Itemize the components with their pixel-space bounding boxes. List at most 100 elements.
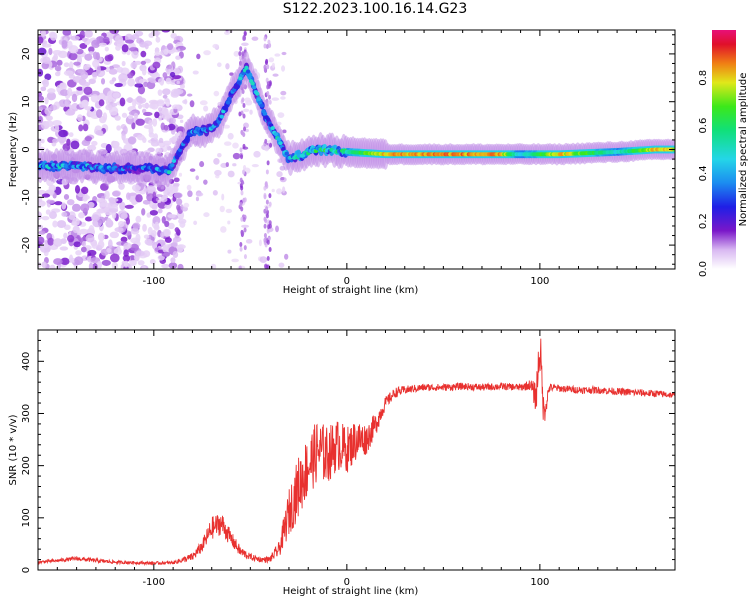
spectrum-noise-blob — [81, 99, 89, 108]
spectrum-ridge-peak — [236, 80, 241, 85]
spectrum-noise-blob — [64, 110, 75, 116]
spectrum-ridge-peak — [273, 132, 279, 137]
spectrum-noise-blob — [71, 93, 78, 103]
spectrum-noise-blob — [135, 233, 141, 242]
spectrum-noise-blob — [272, 73, 279, 77]
spectrum-noise-blob — [239, 202, 243, 208]
spectrum-noise-blob — [127, 78, 135, 87]
spectrum-noise-blob — [149, 79, 158, 84]
spectrum-noise-blob — [78, 228, 89, 235]
spectrum-noise-blob — [82, 196, 88, 202]
spectrum-noise-blob — [90, 94, 99, 103]
spectrum-noise-blob — [85, 234, 95, 243]
spectrum-noise-blob — [263, 232, 267, 238]
spectrum-noise-blob — [63, 224, 71, 231]
snr-y-tick-label: 0 — [21, 567, 32, 573]
spectrum-noise-blob — [178, 172, 183, 177]
spectrum-noise-blob — [238, 51, 242, 57]
spectrum-x-axis-label: Height of straight line (km) — [283, 285, 419, 296]
spectrum-noise-blob — [135, 215, 142, 223]
spectrum-noise-blob — [142, 223, 147, 232]
spectrum-noise-blob — [135, 118, 145, 126]
spectrum-noise-blob — [98, 99, 105, 107]
spectrum-noise-blob — [49, 264, 56, 269]
spectrum-noise-blob — [96, 109, 103, 118]
spectrum-noise-blob — [75, 250, 82, 256]
spectrum-noise-blob — [274, 53, 281, 57]
spectrum-noise-blob — [130, 227, 140, 235]
spectrum-noise-blob — [104, 54, 113, 62]
spectrum-noise-blob — [243, 254, 247, 260]
spectrum-noise-blob — [108, 239, 113, 249]
spectrum-noise-blob — [193, 220, 198, 226]
spectrum-noise-blob — [58, 129, 68, 138]
spectrum-noise-blob — [105, 104, 113, 111]
spectrum-noise-blob — [52, 119, 62, 126]
spectrum-noise-blob — [162, 244, 168, 253]
spectrum-noise-blob — [152, 118, 158, 127]
spectrum-noise-blob — [54, 201, 63, 206]
spectrum-y-tick-label: 20 — [21, 48, 32, 61]
spectrum-noise-blob — [42, 43, 52, 48]
spectrum-noise-blob — [67, 87, 73, 97]
spectrum-noise-blob — [67, 40, 73, 50]
spectrum-noise-blob — [91, 71, 98, 78]
spectrum-noise-blob — [240, 185, 244, 191]
spectrum-noise-blob — [195, 196, 200, 202]
spectrum-noise-blob — [225, 162, 229, 167]
spectrum-noise-blob — [64, 98, 71, 108]
spectrum-ridge-peak — [170, 163, 175, 168]
spectrum-noise-blob — [266, 91, 270, 97]
spectrum-noise-blob — [155, 30, 159, 38]
spectrum-noise-blob — [135, 250, 145, 257]
spectrum-noise-blob — [165, 143, 170, 148]
spectrum-noise-blob — [108, 208, 119, 213]
spectrum-noise-blob — [52, 138, 59, 144]
spectrum-noise-blob — [265, 169, 269, 175]
spectrum-noise-blob — [141, 103, 150, 108]
spectrum-noise-blob — [162, 88, 171, 96]
spectrum-noise-blob — [238, 111, 242, 117]
spectrum-noise-blob — [152, 61, 161, 69]
spectrum-noise-blob — [44, 120, 54, 127]
snr-y-tick-label: 300 — [21, 404, 32, 423]
spectrum-noise-blob — [170, 257, 176, 264]
spectrum-noise-blob — [212, 43, 219, 49]
spectrum-noise-blob — [168, 262, 178, 269]
spectrum-noise-blob — [162, 72, 168, 79]
spectrum-noise-blob — [153, 133, 159, 140]
spectrum-noise-blob — [268, 57, 275, 63]
spectrum-noise-blob — [78, 124, 84, 132]
spectrum-noise-blob — [164, 97, 170, 104]
spectrum-noise-blob — [243, 126, 247, 132]
spectrum-noise-blob — [157, 78, 165, 85]
spectrum-noise-blob — [84, 135, 93, 142]
spectrum-noise-blob — [109, 231, 120, 239]
spectrum-noise-blob — [108, 68, 118, 75]
spectrum-noise-blob — [239, 147, 243, 153]
spectrum-noise-blob — [104, 190, 110, 200]
spectrum-noise-blob — [137, 97, 147, 104]
snr-x-tick-label: 0 — [344, 577, 350, 588]
spectrum-noise-blob — [214, 169, 222, 176]
spectrum-noise-blob — [134, 83, 144, 88]
spectrum-noise-blob — [120, 212, 128, 220]
spectrum-noise-blob — [240, 130, 244, 136]
spectrum-noise-blob — [68, 52, 78, 61]
spectrum-noise-blob — [223, 141, 232, 146]
colorbar-tick-label: 0.0 — [698, 261, 709, 277]
spectrum-noise-blob — [122, 125, 128, 135]
spectrum-noise-blob — [131, 49, 139, 59]
spectrum-noise-blob — [124, 204, 134, 209]
spectrum-noise-blob — [131, 184, 141, 192]
spectrum-noise-blob — [108, 197, 115, 203]
colorbar-tick-label: 0.4 — [698, 165, 709, 181]
spectrum-noise-blob — [113, 247, 122, 256]
spectrum-ridge-peak — [167, 170, 172, 175]
spectrum-x-tick-label: -100 — [142, 276, 165, 287]
spectrum-noise-blob — [137, 85, 146, 95]
spectrum-noise-blob — [141, 67, 147, 76]
spectrum-noise-blob — [172, 182, 180, 187]
spectrum-noise-blob — [233, 50, 240, 57]
spectrum-noise-blob — [41, 216, 50, 221]
